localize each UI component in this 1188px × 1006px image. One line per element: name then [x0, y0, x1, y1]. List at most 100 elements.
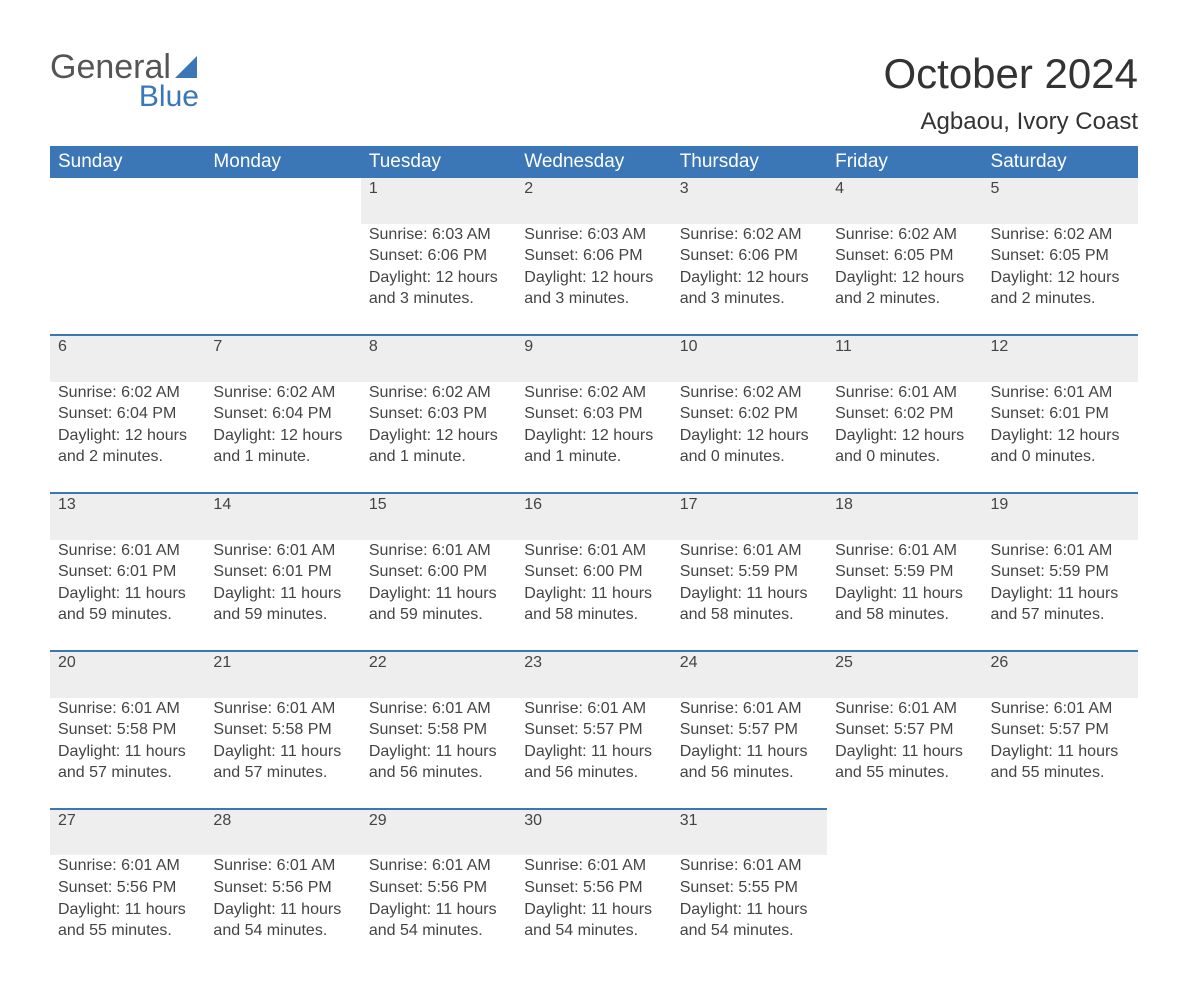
day-detail-cell: Sunrise: 6:01 AMSunset: 5:58 PMDaylight:…	[50, 698, 205, 809]
day-day1: Daylight: 11 hours	[369, 741, 508, 763]
day-day2: and 57 minutes.	[213, 762, 352, 784]
logo-text-2: Blue	[50, 82, 199, 112]
day-sunrise: Sunrise: 6:03 AM	[369, 224, 508, 246]
day-sunset: Sunset: 5:56 PM	[58, 877, 197, 899]
day-day2: and 55 minutes.	[58, 920, 197, 942]
day-day1: Daylight: 12 hours	[213, 425, 352, 447]
day-sunrise: Sunrise: 6:02 AM	[835, 224, 974, 246]
day-sunrise: Sunrise: 6:01 AM	[369, 540, 508, 562]
day-number-cell: 6	[50, 335, 205, 382]
day-number-cell: 17	[672, 493, 827, 540]
day-sunset: Sunset: 5:59 PM	[835, 561, 974, 583]
day-number-cell: 7	[205, 335, 360, 382]
day-detail-cell: Sunrise: 6:02 AMSunset: 6:03 PMDaylight:…	[516, 382, 671, 493]
day-day2: and 54 minutes.	[524, 920, 663, 942]
day-sunset: Sunset: 6:06 PM	[524, 245, 663, 267]
day-day1: Daylight: 12 hours	[369, 267, 508, 289]
day-number-cell: 5	[983, 178, 1138, 224]
day-sunset: Sunset: 5:56 PM	[213, 877, 352, 899]
day-sunset: Sunset: 6:01 PM	[991, 403, 1130, 425]
day-sunset: Sunset: 6:03 PM	[524, 403, 663, 425]
day-day1: Daylight: 11 hours	[369, 583, 508, 605]
day-sunset: Sunset: 6:00 PM	[524, 561, 663, 583]
day-sunset: Sunset: 6:04 PM	[58, 403, 197, 425]
day-sunset: Sunset: 5:59 PM	[680, 561, 819, 583]
day-number-cell: 22	[361, 651, 516, 698]
day-day2: and 0 minutes.	[680, 446, 819, 468]
day-number-cell: 11	[827, 335, 982, 382]
day-number-cell: 20	[50, 651, 205, 698]
day-day2: and 2 minutes.	[835, 288, 974, 310]
day-detail-row: Sunrise: 6:02 AMSunset: 6:04 PMDaylight:…	[50, 382, 1138, 493]
day-number-cell: 9	[516, 335, 671, 382]
day-day1: Daylight: 11 hours	[58, 583, 197, 605]
day-number-cell: 29	[361, 809, 516, 856]
day-number-cell: 28	[205, 809, 360, 856]
day-detail-cell: Sunrise: 6:01 AMSunset: 5:57 PMDaylight:…	[983, 698, 1138, 809]
day-day1: Daylight: 12 hours	[524, 425, 663, 447]
day-sunrise: Sunrise: 6:01 AM	[369, 855, 508, 877]
day-detail-cell: Sunrise: 6:01 AMSunset: 5:55 PMDaylight:…	[672, 855, 827, 965]
day-day2: and 54 minutes.	[680, 920, 819, 942]
weekday-header: Monday	[205, 146, 360, 178]
day-day1: Daylight: 12 hours	[369, 425, 508, 447]
month-title: October 2024	[883, 50, 1138, 98]
day-sunrise: Sunrise: 6:01 AM	[835, 382, 974, 404]
day-detail-cell: Sunrise: 6:01 AMSunset: 5:59 PMDaylight:…	[983, 540, 1138, 651]
weekday-header: Wednesday	[516, 146, 671, 178]
weekday-header: Thursday	[672, 146, 827, 178]
day-day2: and 58 minutes.	[680, 604, 819, 626]
day-sunset: Sunset: 5:56 PM	[524, 877, 663, 899]
weekday-header: Saturday	[983, 146, 1138, 178]
day-sunset: Sunset: 5:58 PM	[58, 719, 197, 741]
calendar-table: Sunday Monday Tuesday Wednesday Thursday…	[50, 146, 1138, 966]
day-sunrise: Sunrise: 6:01 AM	[991, 698, 1130, 720]
day-sunset: Sunset: 6:06 PM	[369, 245, 508, 267]
day-number-cell	[827, 809, 982, 856]
day-sunrise: Sunrise: 6:02 AM	[58, 382, 197, 404]
day-day1: Daylight: 12 hours	[835, 425, 974, 447]
day-sunrise: Sunrise: 6:01 AM	[680, 855, 819, 877]
day-day1: Daylight: 11 hours	[524, 583, 663, 605]
day-detail-cell: Sunrise: 6:01 AMSunset: 6:01 PMDaylight:…	[983, 382, 1138, 493]
day-day1: Daylight: 12 hours	[524, 267, 663, 289]
day-sunset: Sunset: 6:05 PM	[835, 245, 974, 267]
day-detail-cell: Sunrise: 6:01 AMSunset: 6:00 PMDaylight:…	[361, 540, 516, 651]
day-detail-cell	[50, 224, 205, 335]
day-detail-cell: Sunrise: 6:01 AMSunset: 5:56 PMDaylight:…	[50, 855, 205, 965]
day-detail-cell: Sunrise: 6:01 AMSunset: 5:57 PMDaylight:…	[827, 698, 982, 809]
day-day1: Daylight: 11 hours	[680, 583, 819, 605]
day-number-cell: 1	[361, 178, 516, 224]
day-day1: Daylight: 12 hours	[991, 267, 1130, 289]
title-block: October 2024 Agbaou, Ivory Coast	[883, 50, 1138, 136]
day-sunrise: Sunrise: 6:01 AM	[213, 540, 352, 562]
day-day1: Daylight: 11 hours	[524, 741, 663, 763]
day-day2: and 54 minutes.	[369, 920, 508, 942]
day-detail-cell: Sunrise: 6:01 AMSunset: 6:01 PMDaylight:…	[50, 540, 205, 651]
day-detail-cell: Sunrise: 6:02 AMSunset: 6:05 PMDaylight:…	[983, 224, 1138, 335]
day-sunrise: Sunrise: 6:01 AM	[524, 540, 663, 562]
day-number-cell: 8	[361, 335, 516, 382]
day-number-cell: 26	[983, 651, 1138, 698]
day-day2: and 56 minutes.	[369, 762, 508, 784]
day-day1: Daylight: 12 hours	[835, 267, 974, 289]
day-day2: and 55 minutes.	[835, 762, 974, 784]
logo-text-1: General	[50, 50, 171, 84]
day-sunrise: Sunrise: 6:01 AM	[524, 698, 663, 720]
day-detail-cell: Sunrise: 6:01 AMSunset: 5:57 PMDaylight:…	[516, 698, 671, 809]
day-sunrise: Sunrise: 6:01 AM	[680, 698, 819, 720]
day-detail-row: Sunrise: 6:01 AMSunset: 6:01 PMDaylight:…	[50, 540, 1138, 651]
day-day2: and 3 minutes.	[680, 288, 819, 310]
day-day1: Daylight: 11 hours	[213, 741, 352, 763]
day-day2: and 56 minutes.	[680, 762, 819, 784]
day-day1: Daylight: 11 hours	[991, 583, 1130, 605]
day-sunrise: Sunrise: 6:01 AM	[58, 698, 197, 720]
day-sunrise: Sunrise: 6:02 AM	[524, 382, 663, 404]
day-sunrise: Sunrise: 6:01 AM	[58, 855, 197, 877]
day-day1: Daylight: 11 hours	[58, 741, 197, 763]
day-sunrise: Sunrise: 6:02 AM	[680, 382, 819, 404]
day-number-cell: 19	[983, 493, 1138, 540]
day-sunset: Sunset: 6:05 PM	[991, 245, 1130, 267]
day-day1: Daylight: 11 hours	[680, 741, 819, 763]
day-sunrise: Sunrise: 6:01 AM	[991, 382, 1130, 404]
